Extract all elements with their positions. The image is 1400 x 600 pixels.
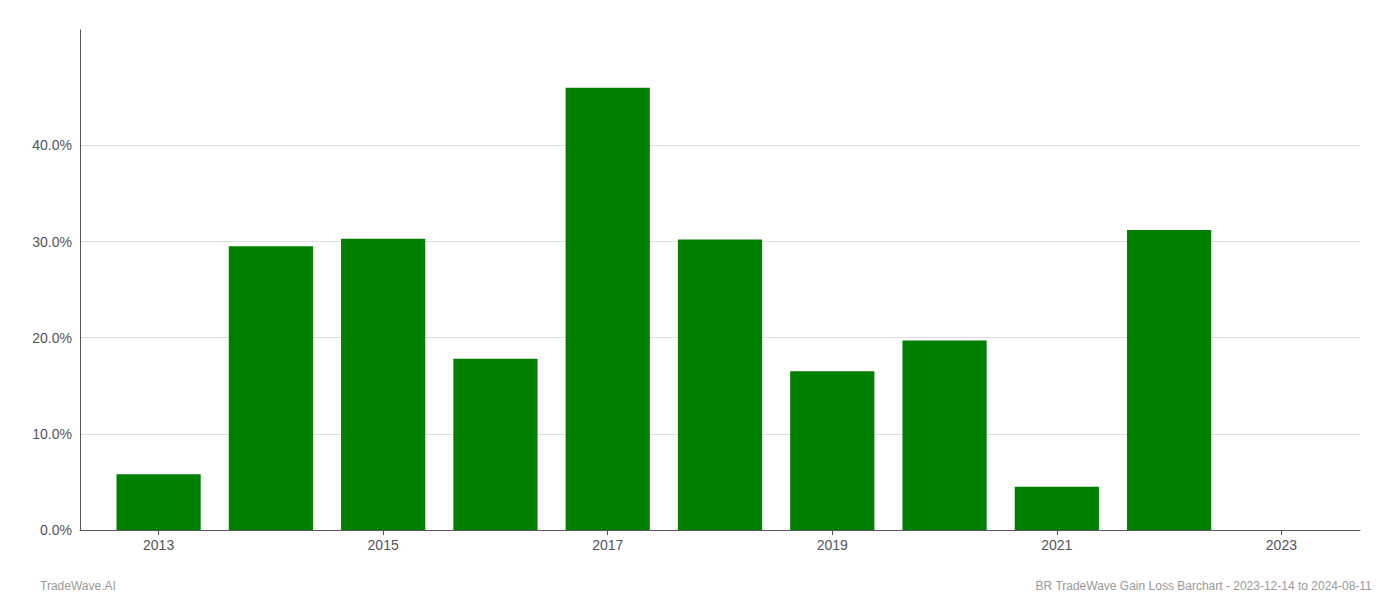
svg-text:0.0%: 0.0%	[40, 522, 72, 538]
svg-text:30.0%: 30.0%	[32, 234, 72, 250]
svg-text:20.0%: 20.0%	[32, 330, 72, 346]
svg-text:2021: 2021	[1041, 537, 1072, 553]
svg-text:2017: 2017	[592, 537, 623, 553]
svg-text:BR TradeWave Gain Loss Barchar: BR TradeWave Gain Loss Barchart - 2023-1…	[1036, 579, 1373, 593]
svg-text:2023: 2023	[1266, 537, 1297, 553]
svg-text:TradeWave.AI: TradeWave.AI	[40, 579, 116, 593]
svg-text:10.0%: 10.0%	[32, 426, 72, 442]
svg-text:2013: 2013	[143, 537, 174, 553]
svg-text:2015: 2015	[368, 537, 399, 553]
svg-text:2019: 2019	[817, 537, 848, 553]
svg-text:40.0%: 40.0%	[32, 137, 72, 153]
